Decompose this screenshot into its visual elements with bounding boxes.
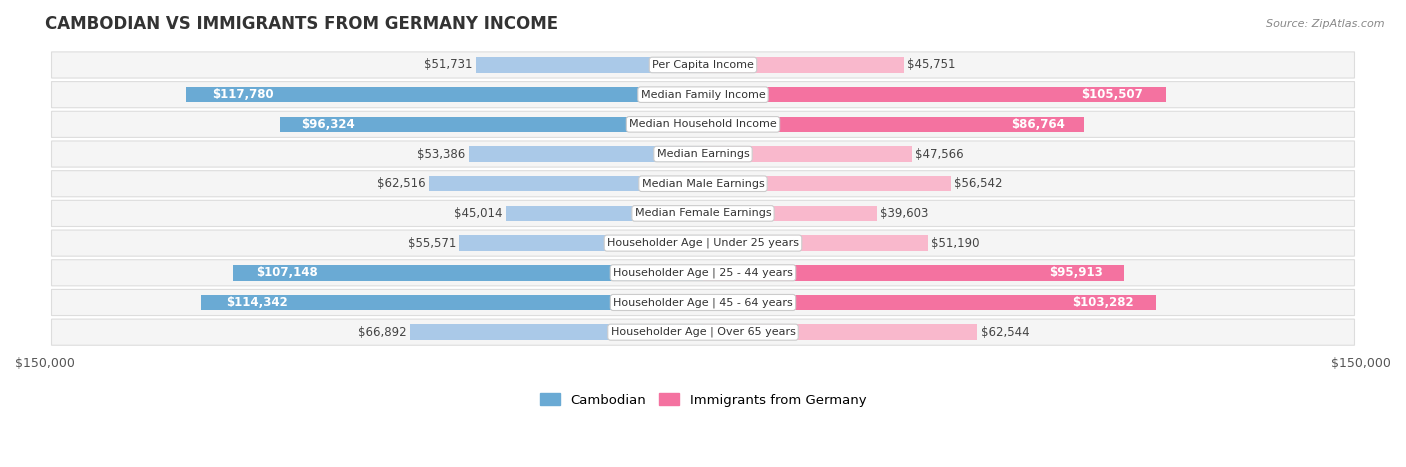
FancyBboxPatch shape — [52, 141, 1354, 167]
Bar — [468, 146, 703, 162]
Text: $56,542: $56,542 — [955, 177, 1002, 190]
Bar — [460, 235, 703, 251]
Text: $55,571: $55,571 — [408, 237, 456, 249]
Text: $117,780: $117,780 — [212, 88, 274, 101]
FancyBboxPatch shape — [52, 111, 1354, 137]
Bar — [703, 57, 904, 73]
Text: $86,764: $86,764 — [1011, 118, 1064, 131]
Text: $66,892: $66,892 — [357, 325, 406, 339]
FancyBboxPatch shape — [52, 170, 1354, 197]
Text: $39,603: $39,603 — [880, 207, 928, 220]
Text: $45,014: $45,014 — [454, 207, 502, 220]
Text: $51,731: $51,731 — [425, 58, 472, 71]
Text: $114,342: $114,342 — [226, 296, 288, 309]
Text: Median Earnings: Median Earnings — [657, 149, 749, 159]
Bar — [233, 265, 703, 281]
Text: Median Male Earnings: Median Male Earnings — [641, 179, 765, 189]
FancyBboxPatch shape — [52, 52, 1354, 78]
Text: $47,566: $47,566 — [915, 148, 963, 161]
Bar — [703, 265, 1123, 281]
Bar — [703, 325, 977, 340]
Text: Median Female Earnings: Median Female Earnings — [634, 208, 772, 219]
Legend: Cambodian, Immigrants from Germany: Cambodian, Immigrants from Germany — [534, 388, 872, 412]
FancyBboxPatch shape — [52, 260, 1354, 286]
Bar — [703, 205, 877, 221]
Text: Median Family Income: Median Family Income — [641, 90, 765, 99]
FancyBboxPatch shape — [52, 200, 1354, 226]
FancyBboxPatch shape — [52, 290, 1354, 316]
Text: Householder Age | 25 - 44 years: Householder Age | 25 - 44 years — [613, 268, 793, 278]
Text: $107,148: $107,148 — [256, 266, 318, 279]
Bar — [280, 117, 703, 132]
Bar — [703, 87, 1166, 102]
Bar — [186, 87, 703, 102]
Text: Source: ZipAtlas.com: Source: ZipAtlas.com — [1267, 19, 1385, 28]
Bar — [506, 205, 703, 221]
FancyBboxPatch shape — [52, 230, 1354, 256]
FancyBboxPatch shape — [52, 82, 1354, 108]
Text: $96,324: $96,324 — [301, 118, 356, 131]
Text: $62,516: $62,516 — [377, 177, 426, 190]
Text: Householder Age | Over 65 years: Householder Age | Over 65 years — [610, 327, 796, 338]
Text: Householder Age | 45 - 64 years: Householder Age | 45 - 64 years — [613, 297, 793, 308]
Text: CAMBODIAN VS IMMIGRANTS FROM GERMANY INCOME: CAMBODIAN VS IMMIGRANTS FROM GERMANY INC… — [45, 15, 558, 33]
Bar — [703, 117, 1084, 132]
Text: $51,190: $51,190 — [931, 237, 980, 249]
Bar — [703, 146, 911, 162]
Text: Householder Age | Under 25 years: Householder Age | Under 25 years — [607, 238, 799, 248]
Text: $95,913: $95,913 — [1049, 266, 1102, 279]
Bar — [477, 57, 703, 73]
Text: Per Capita Income: Per Capita Income — [652, 60, 754, 70]
Text: $45,751: $45,751 — [907, 58, 956, 71]
Text: $105,507: $105,507 — [1081, 88, 1143, 101]
Bar — [429, 176, 703, 191]
Bar — [201, 295, 703, 310]
Bar — [703, 295, 1156, 310]
Bar — [703, 235, 928, 251]
Text: Median Household Income: Median Household Income — [628, 120, 778, 129]
Text: $53,386: $53,386 — [418, 148, 465, 161]
FancyBboxPatch shape — [52, 319, 1354, 345]
Bar — [703, 176, 950, 191]
Text: $103,282: $103,282 — [1071, 296, 1133, 309]
Bar — [409, 325, 703, 340]
Text: $62,544: $62,544 — [980, 325, 1029, 339]
